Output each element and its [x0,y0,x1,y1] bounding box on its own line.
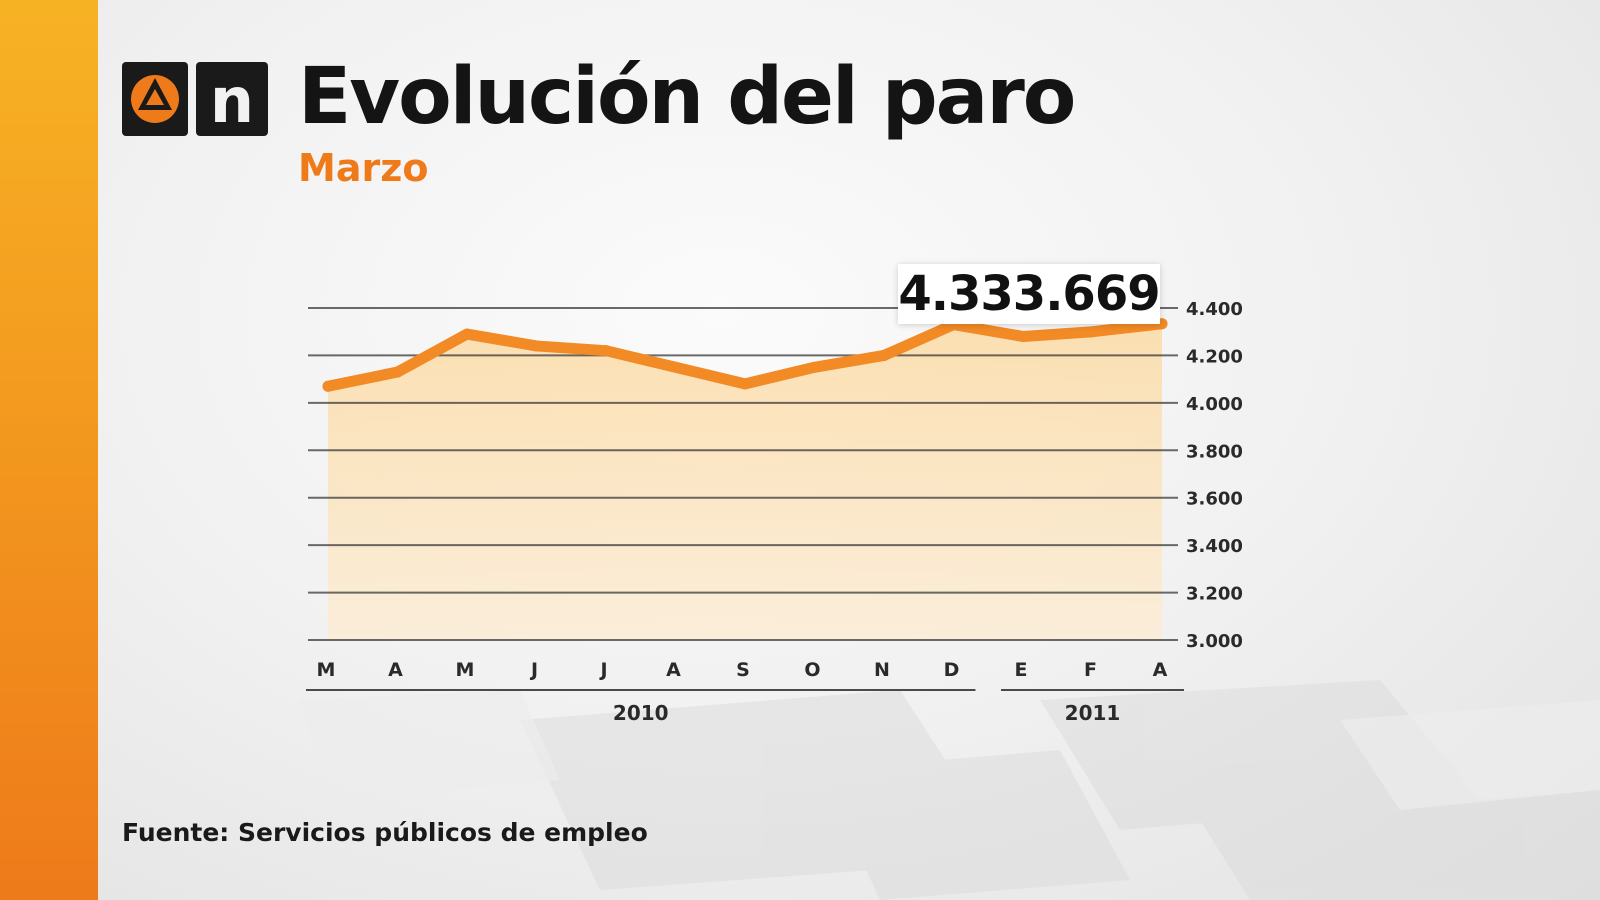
x-tick-label: M [456,659,475,681]
x-tick-label: A [666,659,681,681]
data-source: Fuente: Servicios públicos de empleo [122,818,648,847]
x-tick-label: A [1153,659,1168,681]
year-label: 2011 [1065,701,1121,725]
data-point [461,328,473,340]
x-tick-label: S [736,659,750,681]
x-tick-label: E [1015,659,1028,681]
data-point [1087,326,1098,338]
page-title: Evolución del paro [298,52,1076,142]
data-point [670,361,681,373]
x-tick-label: J [529,659,538,681]
x-tick-label: F [1084,659,1097,681]
y-tick-label: 3.400 [1186,536,1243,557]
y-tick-label: 3.600 [1186,489,1243,510]
page-subtitle: Marzo [298,146,429,190]
x-tick-label: N [874,659,890,681]
x-tick-label: A [388,659,403,681]
data-point [878,349,890,361]
x-tick-label: M [317,659,336,681]
data-point [322,380,334,392]
data-point [739,378,751,390]
channel-logo: n [122,62,270,137]
y-tick-label: 3.000 [1186,631,1243,652]
y-tick-label: 4.200 [1186,346,1243,367]
data-point [809,361,820,373]
data-point [531,340,542,352]
year-label: 2010 [613,701,669,725]
data-point [1017,330,1029,342]
orange-side-bar [0,0,98,900]
latest-value-callout: 4.333.669 [898,264,1161,324]
x-tick-label: O [804,659,820,681]
y-tick-label: 4.400 [1186,299,1243,320]
data-point [600,345,612,357]
data-point [392,366,403,378]
y-tick-label: 3.800 [1186,441,1243,462]
x-tick-label: D [944,659,960,681]
y-tick-label: 3.200 [1186,584,1243,605]
y-tick-label: 4.000 [1186,394,1243,415]
logo-letter: n [210,64,254,136]
x-tick-label: J [598,659,607,681]
